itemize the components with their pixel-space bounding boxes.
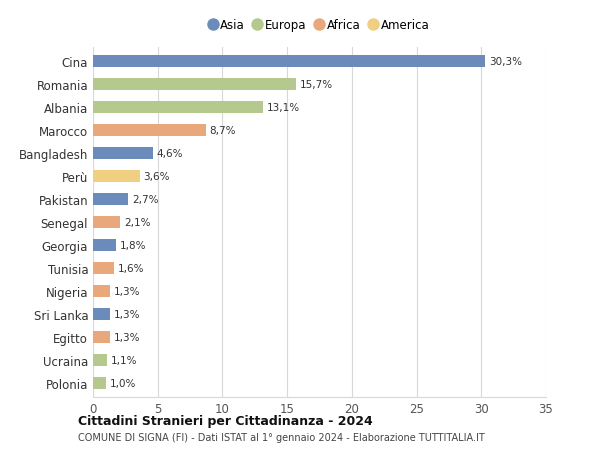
Bar (93, 377, 106, 390)
Bar (93, 239, 116, 252)
Text: 1,1%: 1,1% (111, 355, 137, 365)
Text: 1,3%: 1,3% (114, 332, 140, 342)
Text: COMUNE DI SIGNA (FI) - Dati ISTAT al 1° gennaio 2024 - Elaborazione TUTTITALIA.I: COMUNE DI SIGNA (FI) - Dati ISTAT al 1° … (78, 432, 485, 442)
Text: 1,6%: 1,6% (118, 263, 144, 274)
Text: 1,0%: 1,0% (110, 378, 136, 388)
Text: 1,3%: 1,3% (114, 286, 140, 297)
Bar (93, 216, 120, 229)
Text: 3,6%: 3,6% (143, 172, 170, 182)
Bar (93, 56, 485, 68)
Bar (93, 124, 206, 137)
Bar (93, 193, 128, 206)
Bar (93, 78, 296, 91)
Bar (93, 331, 110, 344)
Bar (93, 354, 107, 367)
Text: 8,7%: 8,7% (209, 126, 236, 136)
Text: 4,6%: 4,6% (157, 149, 183, 159)
Text: 30,3%: 30,3% (489, 57, 522, 67)
Bar (93, 147, 152, 160)
Legend: Asia, Europa, Africa, America: Asia, Europa, Africa, America (206, 16, 433, 36)
Bar (93, 308, 110, 321)
Text: 15,7%: 15,7% (300, 80, 333, 90)
Bar (93, 101, 263, 114)
Bar (93, 170, 140, 183)
Text: 2,1%: 2,1% (124, 218, 151, 228)
Text: 1,8%: 1,8% (120, 241, 146, 251)
Text: Cittadini Stranieri per Cittadinanza - 2024: Cittadini Stranieri per Cittadinanza - 2… (78, 414, 373, 428)
Text: 2,7%: 2,7% (132, 195, 158, 205)
Text: 13,1%: 13,1% (266, 103, 299, 113)
Bar (93, 262, 114, 275)
Bar (93, 285, 110, 298)
Text: 1,3%: 1,3% (114, 309, 140, 319)
